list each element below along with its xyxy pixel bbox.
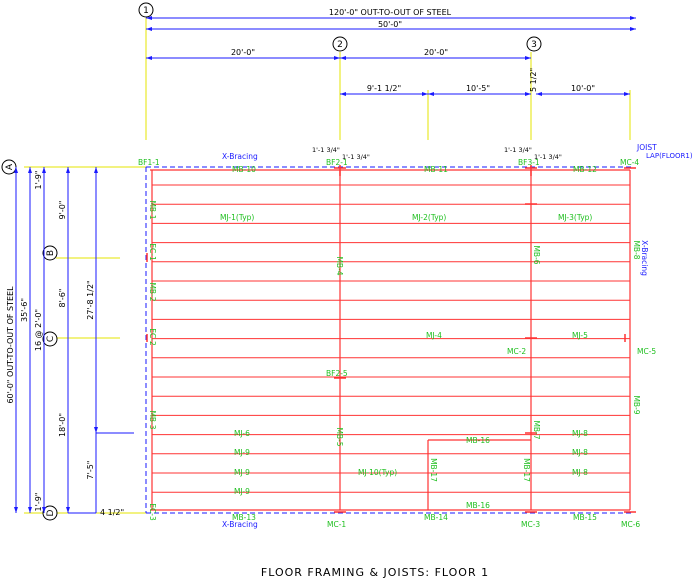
label-mj-4: MJ-4 bbox=[426, 331, 442, 340]
label-mb-10: MB-10 bbox=[232, 165, 256, 174]
label-mb-16a: MB-16 bbox=[466, 436, 490, 445]
label-mb-11: MB-11 bbox=[424, 165, 448, 174]
grid-bubble-2: 2 bbox=[337, 40, 343, 50]
label-mj-8c: MJ-8 bbox=[572, 468, 588, 477]
label-mj-1: MJ-1(Typ) bbox=[220, 213, 254, 222]
label-mb-15: MB-15 bbox=[573, 513, 597, 522]
grid-bubble-3: 3 bbox=[531, 40, 537, 50]
beam-lines bbox=[150, 169, 631, 511]
label-mb-14: MB-14 bbox=[424, 513, 448, 522]
left-dimensions bbox=[15, 167, 134, 514]
dim-left-35: 35'-6" bbox=[20, 298, 29, 322]
dim-left-1-9-top: 1'-9" bbox=[34, 171, 43, 190]
dim-offset-2b: 1'-1 3/4" bbox=[342, 153, 370, 161]
grid-bubbles bbox=[1, 2, 542, 521]
dim-offset-3b: 1'-1 3/4" bbox=[534, 153, 562, 161]
label-mj-8a: MJ-8 bbox=[572, 429, 588, 438]
grid-bubble-c: C bbox=[46, 336, 56, 342]
label-mc-1: MC-1 bbox=[327, 520, 346, 529]
dim-sub-d: 10'-0" bbox=[571, 84, 595, 93]
top-dimensions bbox=[146, 17, 636, 95]
label-mb-16b: MB-16 bbox=[466, 501, 490, 510]
drawing-title: FLOOR FRAMING & JOISTS: FLOOR 1 bbox=[261, 566, 489, 579]
label-mb-3: MB-3 bbox=[148, 410, 157, 429]
label-mb-6: MB-6 bbox=[532, 245, 541, 264]
label-mj-9a: MJ-9 bbox=[234, 448, 250, 457]
label-mj-6: MJ-6 bbox=[234, 429, 250, 438]
label-mj-8b: MJ-8 bbox=[572, 448, 588, 457]
note-x-bracing-top: X-Bracing bbox=[222, 152, 258, 161]
dim-span-top: 50'-0" bbox=[378, 20, 402, 29]
dim-left-1-9-bot: 1'-9" bbox=[34, 493, 43, 512]
dim-left-16: 16 @ 2'-0" bbox=[34, 309, 43, 351]
label-mc-6: MC-6 bbox=[621, 520, 640, 529]
dim-left-8-6: 8'-6" bbox=[58, 289, 67, 308]
label-mc-4: MC-4 bbox=[620, 158, 639, 167]
label-bf2-1: BF2-1 bbox=[326, 158, 348, 167]
label-mc-2: MC-2 bbox=[507, 347, 526, 356]
note-joist: JOIST bbox=[636, 143, 657, 152]
x-bracing-lines bbox=[145, 166, 632, 514]
dim-sub-c: 5 1/2" bbox=[529, 68, 538, 92]
label-mj-2: MJ-2(Typ) bbox=[412, 213, 446, 222]
label-ec-1: EC-1 bbox=[148, 243, 157, 261]
note-lap-floor1: LAP(FLOOR1) bbox=[646, 152, 693, 160]
dim-left-18-0: 18'-0" bbox=[58, 413, 67, 437]
dim-left-27: 27'-8 1/2" bbox=[86, 280, 95, 319]
label-mb-1: MB-1 bbox=[148, 200, 157, 219]
dim-sub-b: 10'-5" bbox=[466, 84, 490, 93]
left-dimension-arrows bbox=[14, 167, 98, 513]
label-mj-5: MJ-5 bbox=[572, 331, 588, 340]
label-bf3-1: BF3-1 bbox=[518, 158, 540, 167]
label-mb-17a: MB-17 bbox=[429, 458, 438, 482]
label-mj-9b: MJ-9 bbox=[234, 468, 250, 477]
label-mb-2: MB-2 bbox=[148, 282, 157, 301]
dim-left-7-5: 7'-5" bbox=[86, 461, 95, 480]
label-mb-8: MB-8 bbox=[632, 240, 641, 259]
dim-bay-2-3: 20'-0" bbox=[424, 48, 448, 57]
dim-overall-top: 120'-0" OUT-TO-OUT OF STEEL bbox=[329, 8, 452, 17]
dim-bay-1-2: 20'-0" bbox=[231, 48, 255, 57]
column-markers bbox=[146, 165, 636, 513]
label-mj-9c: MJ-9 bbox=[234, 487, 250, 496]
dim-left-4-half: 4 1/2" bbox=[100, 508, 124, 517]
label-mc-5: MC-5 bbox=[637, 347, 656, 356]
dim-left-9-0: 9'-0" bbox=[58, 201, 67, 220]
grid-bubble-b: B bbox=[46, 250, 56, 256]
dim-sub-a: 9'-1 1/2" bbox=[367, 84, 401, 93]
note-x-bracing-bottom: X-Bracing bbox=[222, 520, 258, 529]
label-mb-7: MB-7 bbox=[532, 420, 541, 439]
label-mc-3: MC-3 bbox=[521, 520, 540, 529]
label-mb-17b: MB-17 bbox=[522, 458, 531, 482]
label-ec-2: EC-2 bbox=[148, 328, 157, 346]
label-bf1-1: BF1-1 bbox=[138, 158, 160, 167]
grid-bubble-a: A bbox=[5, 163, 15, 170]
dim-offset-2a: 1'-1 3/4" bbox=[312, 146, 340, 154]
dim-left-overall: 60'-0" OUT-TO-OUT OF STEEL bbox=[6, 286, 15, 404]
grid-bubble-d: D bbox=[46, 509, 56, 516]
label-mb-4: MB-4 bbox=[335, 256, 344, 275]
note-x-bracing-right: X-Bracing bbox=[640, 240, 649, 276]
label-mb-5: MB-5 bbox=[335, 427, 344, 446]
joist-lines bbox=[152, 184, 630, 493]
label-ec-3: EC-3 bbox=[148, 503, 157, 521]
label-mb-13: MB-13 bbox=[232, 513, 256, 522]
dim-offset-3a: 1'-1 3/4" bbox=[504, 146, 532, 154]
label-mj-10: MJ-10(Typ) bbox=[358, 468, 397, 477]
top-dimension-arrows bbox=[146, 16, 636, 96]
label-mj-3: MJ-3(Typ) bbox=[558, 213, 592, 222]
grid-bubble-1: 1 bbox=[143, 6, 149, 16]
label-mb-9: MB-9 bbox=[632, 395, 641, 414]
label-mb-12: MB-12 bbox=[573, 165, 597, 174]
label-bf2-5: BF2-5 bbox=[326, 369, 348, 378]
